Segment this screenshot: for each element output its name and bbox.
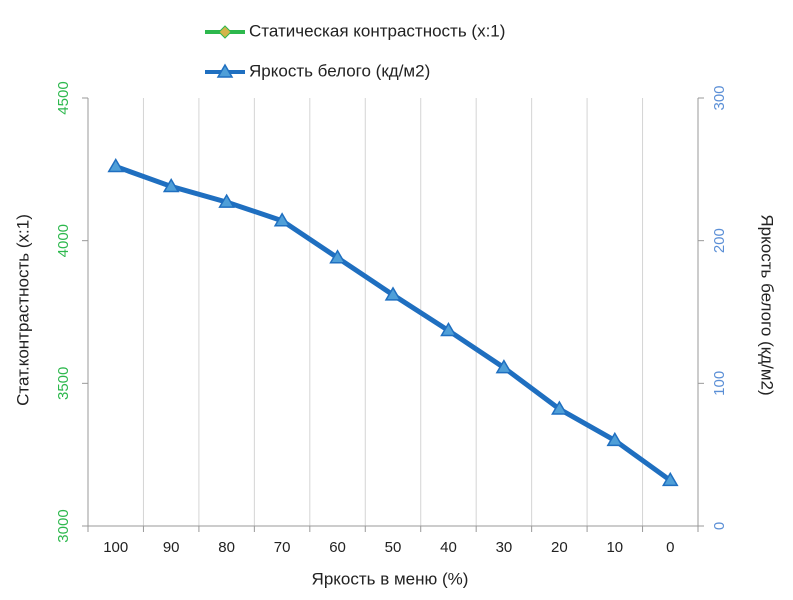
legend-marker — [216, 63, 234, 78]
marker — [273, 212, 291, 227]
y-tick-label: 4500 — [55, 81, 72, 114]
x-tick-label: 0 — [666, 539, 674, 556]
y2-axis-title: Яркость белого (кд/м2) — [758, 214, 777, 395]
legend-marker — [218, 25, 232, 39]
marker — [218, 193, 235, 208]
y-tick-label: 4000 — [55, 224, 72, 257]
x-tick-label: 80 — [218, 539, 235, 556]
y2-tick-label: 200 — [711, 228, 728, 253]
x-tick-label: 60 — [329, 539, 346, 556]
marker — [162, 177, 180, 193]
x-tick-label: 20 — [551, 539, 568, 556]
x-tick-label: 10 — [606, 539, 623, 556]
y2-tick-label: 300 — [711, 85, 728, 110]
y2-tick-label: 100 — [711, 371, 728, 396]
y-axis-title: Стат.контрастность (x:1) — [13, 214, 32, 406]
y-tick-label: 3000 — [55, 509, 72, 542]
marker — [384, 286, 402, 301]
legend-label: Статическая контрастность (x:1) — [249, 21, 505, 40]
y-tick-label: 3500 — [55, 367, 72, 400]
marker — [551, 400, 568, 415]
legend-label: Яркость белого (кд/м2) — [249, 61, 430, 80]
x-tick-label: 100 — [103, 539, 128, 556]
x-tick-label: 40 — [440, 539, 457, 556]
marker — [495, 359, 513, 374]
marker — [440, 322, 457, 337]
marker — [661, 471, 679, 487]
x-tick-label: 90 — [163, 539, 180, 556]
marker — [107, 157, 125, 173]
x-tick-label: 30 — [496, 539, 513, 556]
x-tick-label: 70 — [274, 539, 291, 556]
marker — [606, 431, 624, 447]
marker — [329, 249, 346, 264]
x-tick-label: 50 — [385, 539, 402, 556]
y2-tick-label: 0 — [711, 522, 728, 530]
x-axis-title: Яркость в меню (%) — [312, 569, 469, 588]
